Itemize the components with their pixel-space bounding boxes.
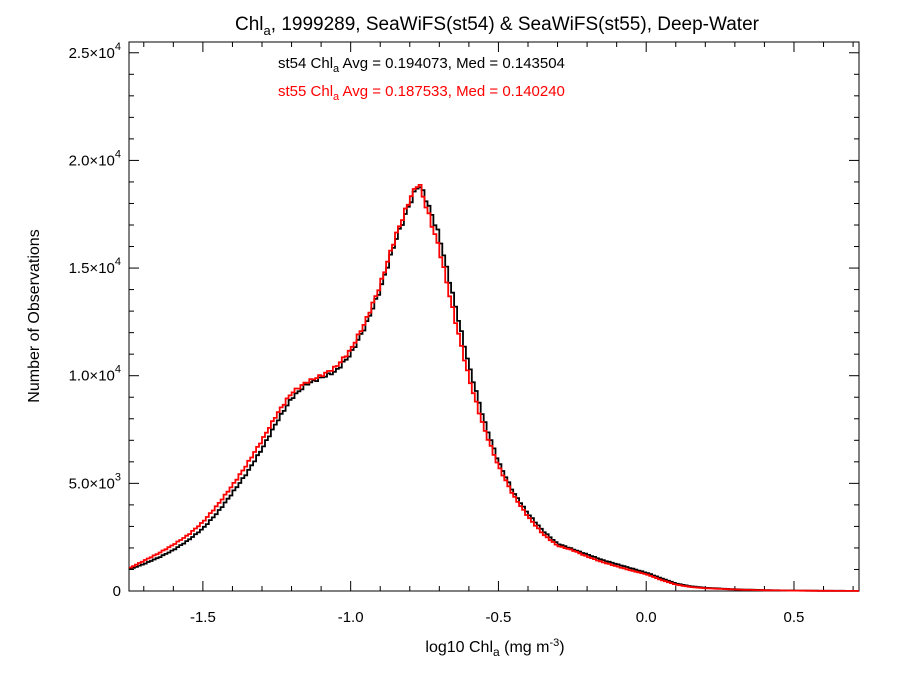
x-tick-label: 0.5 [784,609,805,626]
chart-title: Chla, 1999289, SeaWiFS(st54) & SeaWiFS(s… [235,14,760,38]
y-axis-title: Number of Observations [26,229,43,402]
x-tick-label: -0.5 [486,609,512,626]
plot-frame [128,41,860,592]
series-layer [129,184,859,592]
plot-border [128,41,860,592]
legend-entry-st55: st55 Chla Avg = 0.187533, Med = 0.140240 [278,83,565,103]
x-axis-title: log10 Chla (mg m-3) [425,637,564,659]
series-line-st55 [129,184,859,592]
x-tick-label: -1.5 [190,609,216,626]
y-tick-label: 2.0×104 [69,148,121,169]
x-axis-ticks: -1.5 -1.0 -0.5 0.0 0.5 [143,42,854,626]
legend-entry-st54: st54 Chla Avg = 0.194073, Med = 0.143504 [278,55,565,75]
y-axis-ticks: 0 5.0×103 1.0×104 1.5×104 2.0×104 2.5×104 [69,41,859,600]
y-tick-label: 1.0×104 [69,364,121,385]
y-tick-label: 1.5×104 [69,256,121,277]
y-tick-label: 0 [113,583,121,600]
x-tick-label: -1.0 [338,609,364,626]
series-line-st54 [129,186,859,592]
y-tick-label: 2.5×104 [69,41,121,62]
x-tick-label: 0.0 [636,609,657,626]
y-tick-label: 5.0×103 [69,471,121,492]
